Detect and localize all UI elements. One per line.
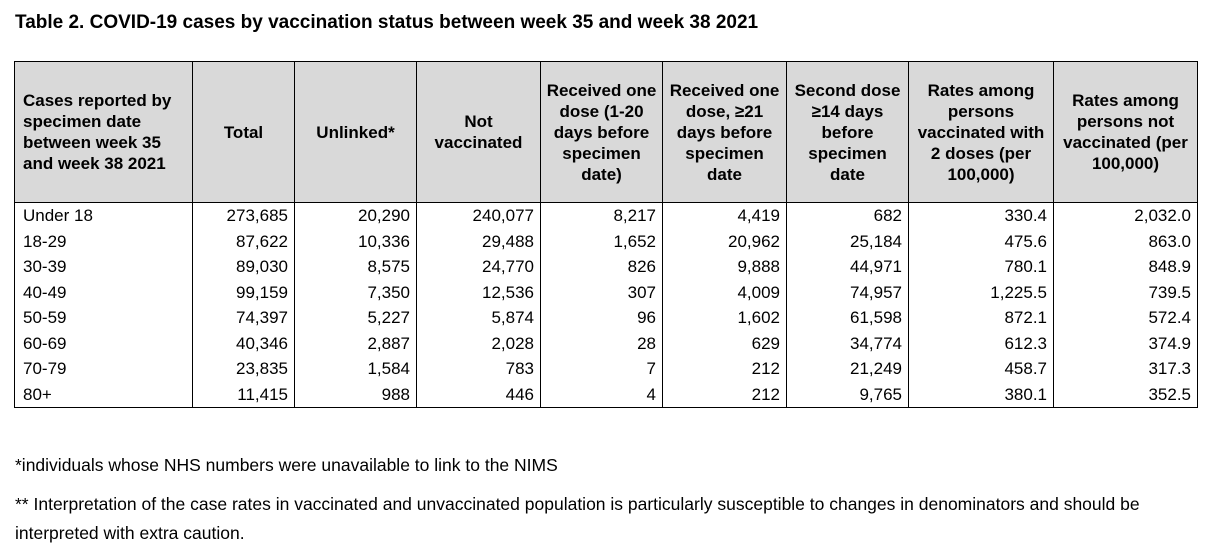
table-cell: 5,874 bbox=[416, 305, 541, 331]
table-cell: 446 bbox=[416, 381, 541, 408]
row-label: Under 18 bbox=[14, 202, 193, 229]
table-cell: 240,077 bbox=[416, 202, 541, 229]
table-cell: 87,622 bbox=[192, 228, 295, 254]
column-header-one-dose-21-days: Received one dose, ≥21 days before speci… bbox=[662, 61, 787, 203]
table-cell: 739.5 bbox=[1053, 279, 1198, 305]
table-row: 18-29 87,622 10,336 29,488 1,652 20,962 … bbox=[14, 228, 1198, 254]
table-row: 50-59 74,397 5,227 5,874 96 1,602 61,598… bbox=[14, 305, 1198, 331]
table-cell: 23,835 bbox=[192, 356, 295, 382]
column-header-age-group: Cases reported by specimen date between … bbox=[14, 61, 193, 203]
table-cell: 20,962 bbox=[662, 228, 787, 254]
table-cell: 2,032.0 bbox=[1053, 202, 1198, 229]
table-cell: 10,336 bbox=[294, 228, 417, 254]
column-header-rate-not-vaccinated: Rates among persons not vaccinated (per … bbox=[1053, 61, 1198, 203]
table-cell: 380.1 bbox=[908, 381, 1054, 408]
table-cell: 848.9 bbox=[1053, 254, 1198, 280]
table-cell: 273,685 bbox=[192, 202, 295, 229]
table-cell: 2,887 bbox=[294, 330, 417, 356]
table-cell: 61,598 bbox=[786, 305, 909, 331]
table-cell: 1,602 bbox=[662, 305, 787, 331]
table-cell: 28 bbox=[540, 330, 663, 356]
table-cell: 629 bbox=[662, 330, 787, 356]
column-header-unlinked: Unlinked* bbox=[294, 61, 417, 203]
table-cell: 4,419 bbox=[662, 202, 787, 229]
table-cell: 5,227 bbox=[294, 305, 417, 331]
table-cell: 44,971 bbox=[786, 254, 909, 280]
table-row: Under 18 273,685 20,290 240,077 8,217 4,… bbox=[14, 202, 1198, 229]
table-cell: 682 bbox=[786, 202, 909, 229]
table-cell: 1,225.5 bbox=[908, 279, 1054, 305]
column-header-rate-vaccinated: Rates among persons vaccinated with 2 do… bbox=[908, 61, 1054, 203]
table-cell: 7,350 bbox=[294, 279, 417, 305]
table-cell: 12,536 bbox=[416, 279, 541, 305]
table-cell: 11,415 bbox=[192, 381, 295, 408]
row-label: 70-79 bbox=[14, 356, 193, 382]
table-cell: 7 bbox=[540, 356, 663, 382]
table-cell: 74,957 bbox=[786, 279, 909, 305]
table-cell: 475.6 bbox=[908, 228, 1054, 254]
table-cell: 29,488 bbox=[416, 228, 541, 254]
table-row: 60-69 40,346 2,887 2,028 28 629 34,774 6… bbox=[14, 330, 1198, 356]
table-cell: 780.1 bbox=[908, 254, 1054, 280]
table-row: 80+ 11,415 988 446 4 212 9,765 380.1 352… bbox=[14, 381, 1198, 408]
covid-cases-table: Cases reported by specimen date between … bbox=[14, 61, 1198, 408]
table-cell: 1,584 bbox=[294, 356, 417, 382]
row-label: 50-59 bbox=[14, 305, 193, 331]
row-label: 60-69 bbox=[14, 330, 193, 356]
row-label: 80+ bbox=[14, 381, 193, 408]
table-cell: 330.4 bbox=[908, 202, 1054, 229]
table-cell: 21,249 bbox=[786, 356, 909, 382]
table-cell: 96 bbox=[540, 305, 663, 331]
column-header-total: Total bbox=[192, 61, 295, 203]
table-cell: 89,030 bbox=[192, 254, 295, 280]
table-cell: 4 bbox=[540, 381, 663, 408]
table-cell: 2,028 bbox=[416, 330, 541, 356]
table-cell: 612.3 bbox=[908, 330, 1054, 356]
table-cell: 25,184 bbox=[786, 228, 909, 254]
table-title: Table 2. COVID-19 cases by vaccination s… bbox=[15, 12, 759, 33]
table-row: 70-79 23,835 1,584 783 7 212 21,249 458.… bbox=[14, 356, 1198, 382]
table-row: 40-49 99,159 7,350 12,536 307 4,009 74,9… bbox=[14, 279, 1198, 305]
table-cell: 458.7 bbox=[908, 356, 1054, 382]
table-cell: 212 bbox=[662, 381, 787, 408]
table-cell: 872.1 bbox=[908, 305, 1054, 331]
table-cell: 9,765 bbox=[786, 381, 909, 408]
column-header-second-dose: Second dose ≥14 days before specimen dat… bbox=[786, 61, 909, 203]
table-cell: 863.0 bbox=[1053, 228, 1198, 254]
table-cell: 9,888 bbox=[662, 254, 787, 280]
table-cell: 352.5 bbox=[1053, 381, 1198, 408]
table-row: 30-39 89,030 8,575 24,770 826 9,888 44,9… bbox=[14, 254, 1198, 280]
table-cell: 74,397 bbox=[192, 305, 295, 331]
table-cell: 24,770 bbox=[416, 254, 541, 280]
table-cell: 783 bbox=[416, 356, 541, 382]
table-cell: 988 bbox=[294, 381, 417, 408]
header-row: Cases reported by specimen date between … bbox=[14, 61, 1198, 203]
table-cell: 317.3 bbox=[1053, 356, 1198, 382]
table-cell: 4,009 bbox=[662, 279, 787, 305]
footnote-interpretation: ** Interpretation of the case rates in v… bbox=[15, 494, 1140, 543]
table-cell: 40,346 bbox=[192, 330, 295, 356]
table-cell: 374.9 bbox=[1053, 330, 1198, 356]
table-cell: 212 bbox=[662, 356, 787, 382]
column-header-not-vaccinated: Not vaccinated bbox=[416, 61, 541, 203]
table-cell: 34,774 bbox=[786, 330, 909, 356]
row-label: 18-29 bbox=[14, 228, 193, 254]
row-label: 40-49 bbox=[14, 279, 193, 305]
table-cell: 99,159 bbox=[192, 279, 295, 305]
table-cell: 572.4 bbox=[1053, 305, 1198, 331]
table-cell: 826 bbox=[540, 254, 663, 280]
table-cell: 8,575 bbox=[294, 254, 417, 280]
column-header-one-dose-1-20-days: Received one dose (1-20 days before spec… bbox=[540, 61, 663, 203]
footnote-unlinked: *individuals whose NHS numbers were unav… bbox=[15, 455, 558, 475]
table-cell: 1,652 bbox=[540, 228, 663, 254]
table-cell: 8,217 bbox=[540, 202, 663, 229]
row-label: 30-39 bbox=[14, 254, 193, 280]
table-cell: 20,290 bbox=[294, 202, 417, 229]
table-cell: 307 bbox=[540, 279, 663, 305]
